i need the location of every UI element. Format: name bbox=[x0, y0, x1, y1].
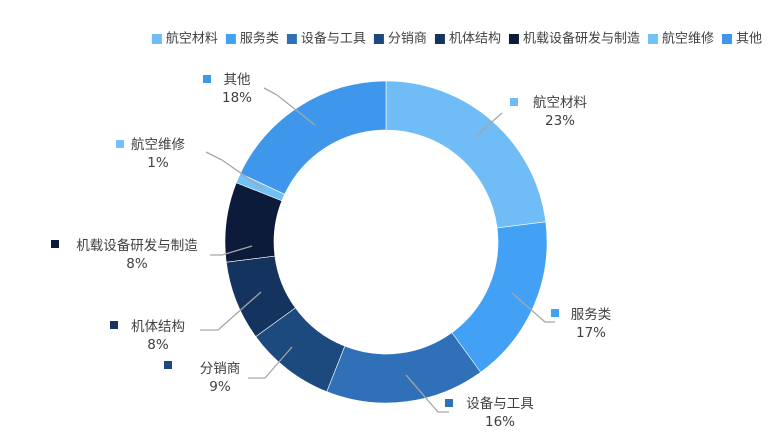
legend-swatch-机体结构 bbox=[434, 34, 445, 44]
doughnut-slices bbox=[224, 80, 548, 404]
legend-item-航空材料[interactable]: 航空材料 bbox=[166, 31, 218, 47]
label-bullet-机载设备研发与制造 bbox=[51, 240, 59, 248]
slice-服务类[interactable] bbox=[451, 221, 548, 373]
data-label-name-机载设备研发与制造: 机载设备研发与制造 bbox=[76, 237, 198, 254]
legend-item-机体结构[interactable]: 机体结构 bbox=[449, 32, 501, 47]
legend-item-其他[interactable]: 其他 bbox=[736, 32, 762, 47]
legend-swatch-航空材料 bbox=[151, 34, 162, 44]
data-label-value-机载设备研发与制造: 8% bbox=[126, 256, 148, 272]
data-label-value-分销商: 9% bbox=[209, 379, 231, 395]
leader-line-其他 bbox=[263, 87, 316, 126]
data-label-name-服务类: 服务类 bbox=[571, 307, 612, 323]
data-label-value-服务类: 17% bbox=[576, 325, 606, 341]
data-label-name-航空维修: 航空维修 bbox=[131, 137, 185, 153]
legend-item-机载设备研发与制造[interactable]: 机载设备研发与制造 bbox=[523, 31, 640, 47]
legend-swatch-其他 bbox=[721, 34, 732, 44]
label-bullet-分销商 bbox=[164, 361, 172, 369]
data-label-name-其他: 其他 bbox=[224, 72, 251, 88]
label-bullet-设备与工具 bbox=[445, 399, 453, 407]
legend-item-航空维修[interactable]: 航空维修 bbox=[662, 31, 714, 47]
label-bullet-其他 bbox=[203, 75, 211, 83]
legend-swatch-分销商 bbox=[373, 34, 384, 44]
chart-legend[interactable]: 航空材料 服务类 设备与工具 分销商 机体结构 机载设备研发与制造 航空维修 其他 bbox=[151, 31, 762, 47]
legend-item-设备与工具[interactable]: 设备与工具 bbox=[301, 31, 366, 47]
data-label-value-设备与工具: 16% bbox=[485, 414, 515, 430]
data-labels: 航空材料 23% 服务类 17% 设备与工具 16% 分销商 9% 机体结构 8% 机载设备研发与制… bbox=[51, 72, 611, 430]
data-label-name-分销商: 分销商 bbox=[200, 361, 241, 377]
slice-航空材料[interactable] bbox=[385, 80, 547, 229]
label-bullet-航空维修 bbox=[116, 140, 124, 148]
data-label-value-其他: 18% bbox=[222, 90, 252, 106]
legend-swatch-航空维修 bbox=[647, 34, 658, 44]
leader-line-分销商 bbox=[248, 346, 293, 379]
leader-line-机体结构 bbox=[200, 291, 262, 331]
leader-line-航空材料 bbox=[474, 112, 503, 138]
leader-line-机载设备研发与制造 bbox=[210, 245, 253, 256]
slice-其他[interactable] bbox=[239, 80, 387, 195]
slice-设备与工具[interactable] bbox=[326, 332, 482, 404]
label-bullet-机体结构 bbox=[110, 321, 118, 329]
legend-item-分销商[interactable]: 分销商 bbox=[388, 32, 427, 47]
label-bullet-服务类 bbox=[551, 309, 559, 317]
data-label-name-机体结构: 机体结构 bbox=[131, 319, 185, 335]
data-label-value-航空材料: 23% bbox=[545, 113, 575, 129]
data-label-value-航空维修: 1% bbox=[147, 155, 169, 171]
legend-swatch-服务类 bbox=[225, 34, 236, 44]
leader-line-设备与工具 bbox=[405, 374, 449, 413]
data-label-name-设备与工具: 设备与工具 bbox=[466, 395, 534, 412]
legend-swatch-设备与工具 bbox=[286, 34, 297, 44]
leader-lines bbox=[200, 87, 555, 413]
data-label-value-机体结构: 8% bbox=[147, 337, 169, 353]
legend-swatch-机载设备研发与制造 bbox=[508, 34, 519, 44]
label-bullet-航空材料 bbox=[510, 98, 518, 106]
legend-item-服务类[interactable]: 服务类 bbox=[240, 31, 279, 47]
leader-line-服务类 bbox=[511, 292, 555, 323]
data-label-name-航空材料: 航空材料 bbox=[533, 95, 587, 111]
leader-line-航空维修 bbox=[205, 151, 266, 191]
